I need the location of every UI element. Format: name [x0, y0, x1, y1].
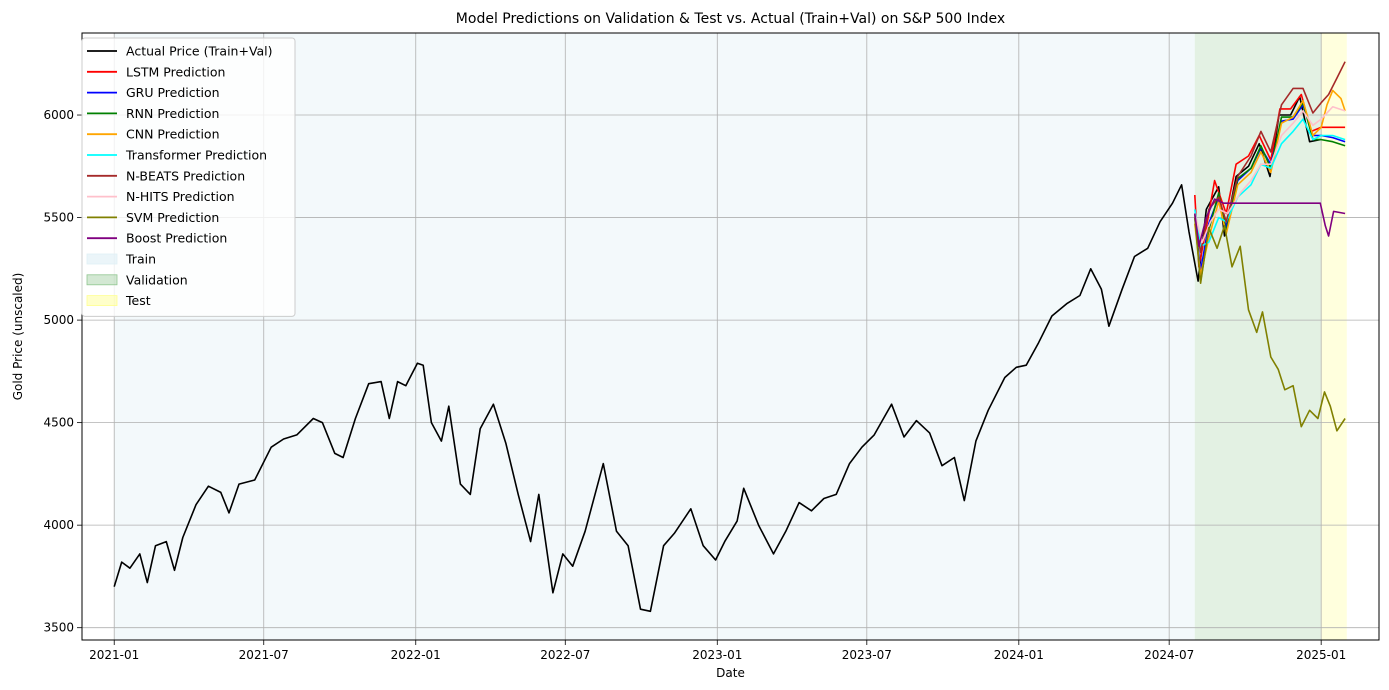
series-line-0 [113, 95, 1321, 613]
legend-label-3: RNN Prediction [126, 106, 219, 121]
legend-label-6: N-BEATS Prediction [126, 168, 245, 183]
series-line-9 [1194, 198, 1346, 248]
x-tick-label: 2023-01 [692, 648, 742, 662]
x-tick-label: 2021-01 [89, 648, 139, 662]
legend-swatch-12 [86, 295, 118, 307]
legend-label-8: SVM Prediction [126, 210, 219, 225]
y-tick-label: 5000 [43, 313, 74, 327]
legend-label-10: Train [125, 252, 156, 267]
legend-label-9: Boost Prediction [126, 231, 227, 246]
series-lines [113, 61, 1346, 613]
x-tick-label: 2024-01 [994, 648, 1044, 662]
series-line-3 [1194, 101, 1346, 282]
series-line-7 [1194, 106, 1346, 243]
series-line-6 [1194, 61, 1346, 254]
series-line-8 [1194, 217, 1346, 432]
y-tick-label: 3500 [43, 621, 74, 635]
legend-swatch-11 [86, 274, 118, 286]
plot-frame [81, 32, 1380, 641]
x-tick-label: 2022-07 [540, 648, 590, 662]
y-tick-label: 4000 [43, 518, 74, 532]
x-axis-label: Date [716, 666, 745, 680]
region-bands [114, 33, 1347, 640]
region-validation [1194, 33, 1322, 640]
grid-lines [82, 33, 1379, 640]
legend-label-4: CNN Prediction [126, 127, 220, 142]
legend-label-12: Test [125, 293, 151, 308]
x-tick-label: 2022-01 [391, 648, 441, 662]
chart-title: Model Predictions on Validation & Test v… [456, 11, 1005, 27]
x-axis: 2021-01 2021-07 2022-01 2022-07 2023-01 2023-… [89, 640, 1346, 662]
x-tick-label: 2025-01 [1296, 648, 1346, 662]
legend-label-0: Actual Price (Train+Val) [126, 44, 273, 59]
y-tick-label: 4500 [43, 416, 74, 430]
legend-label-1: LSTM Prediction [126, 64, 225, 79]
legend-box [81, 37, 296, 317]
y-axis-label: Gold Price (unscaled) [11, 273, 25, 401]
y-axis: 3500 4000 4500 5000 5500 6000 [43, 108, 82, 635]
y-tick-label: 6000 [43, 108, 74, 122]
legend-label-7: N-HITS Prediction [126, 189, 235, 204]
legend-label-5: Transformer Prediction [125, 148, 267, 163]
x-tick-label: 2024-07 [1144, 648, 1194, 662]
series-line-1 [1194, 93, 1346, 268]
series-line-5 [1194, 118, 1346, 248]
legend-label-2: GRU Prediction [126, 85, 220, 100]
x-tick-label: 2023-07 [842, 648, 892, 662]
legend: Actual Price (Train+Val) LSTM Prediction G… [81, 37, 296, 317]
x-tick-label: 2021-07 [239, 648, 289, 662]
y-tick-label: 5500 [43, 211, 74, 225]
region-test [1321, 33, 1347, 640]
legend-swatch-10 [86, 253, 118, 265]
legend-label-11: Validation [126, 272, 188, 287]
